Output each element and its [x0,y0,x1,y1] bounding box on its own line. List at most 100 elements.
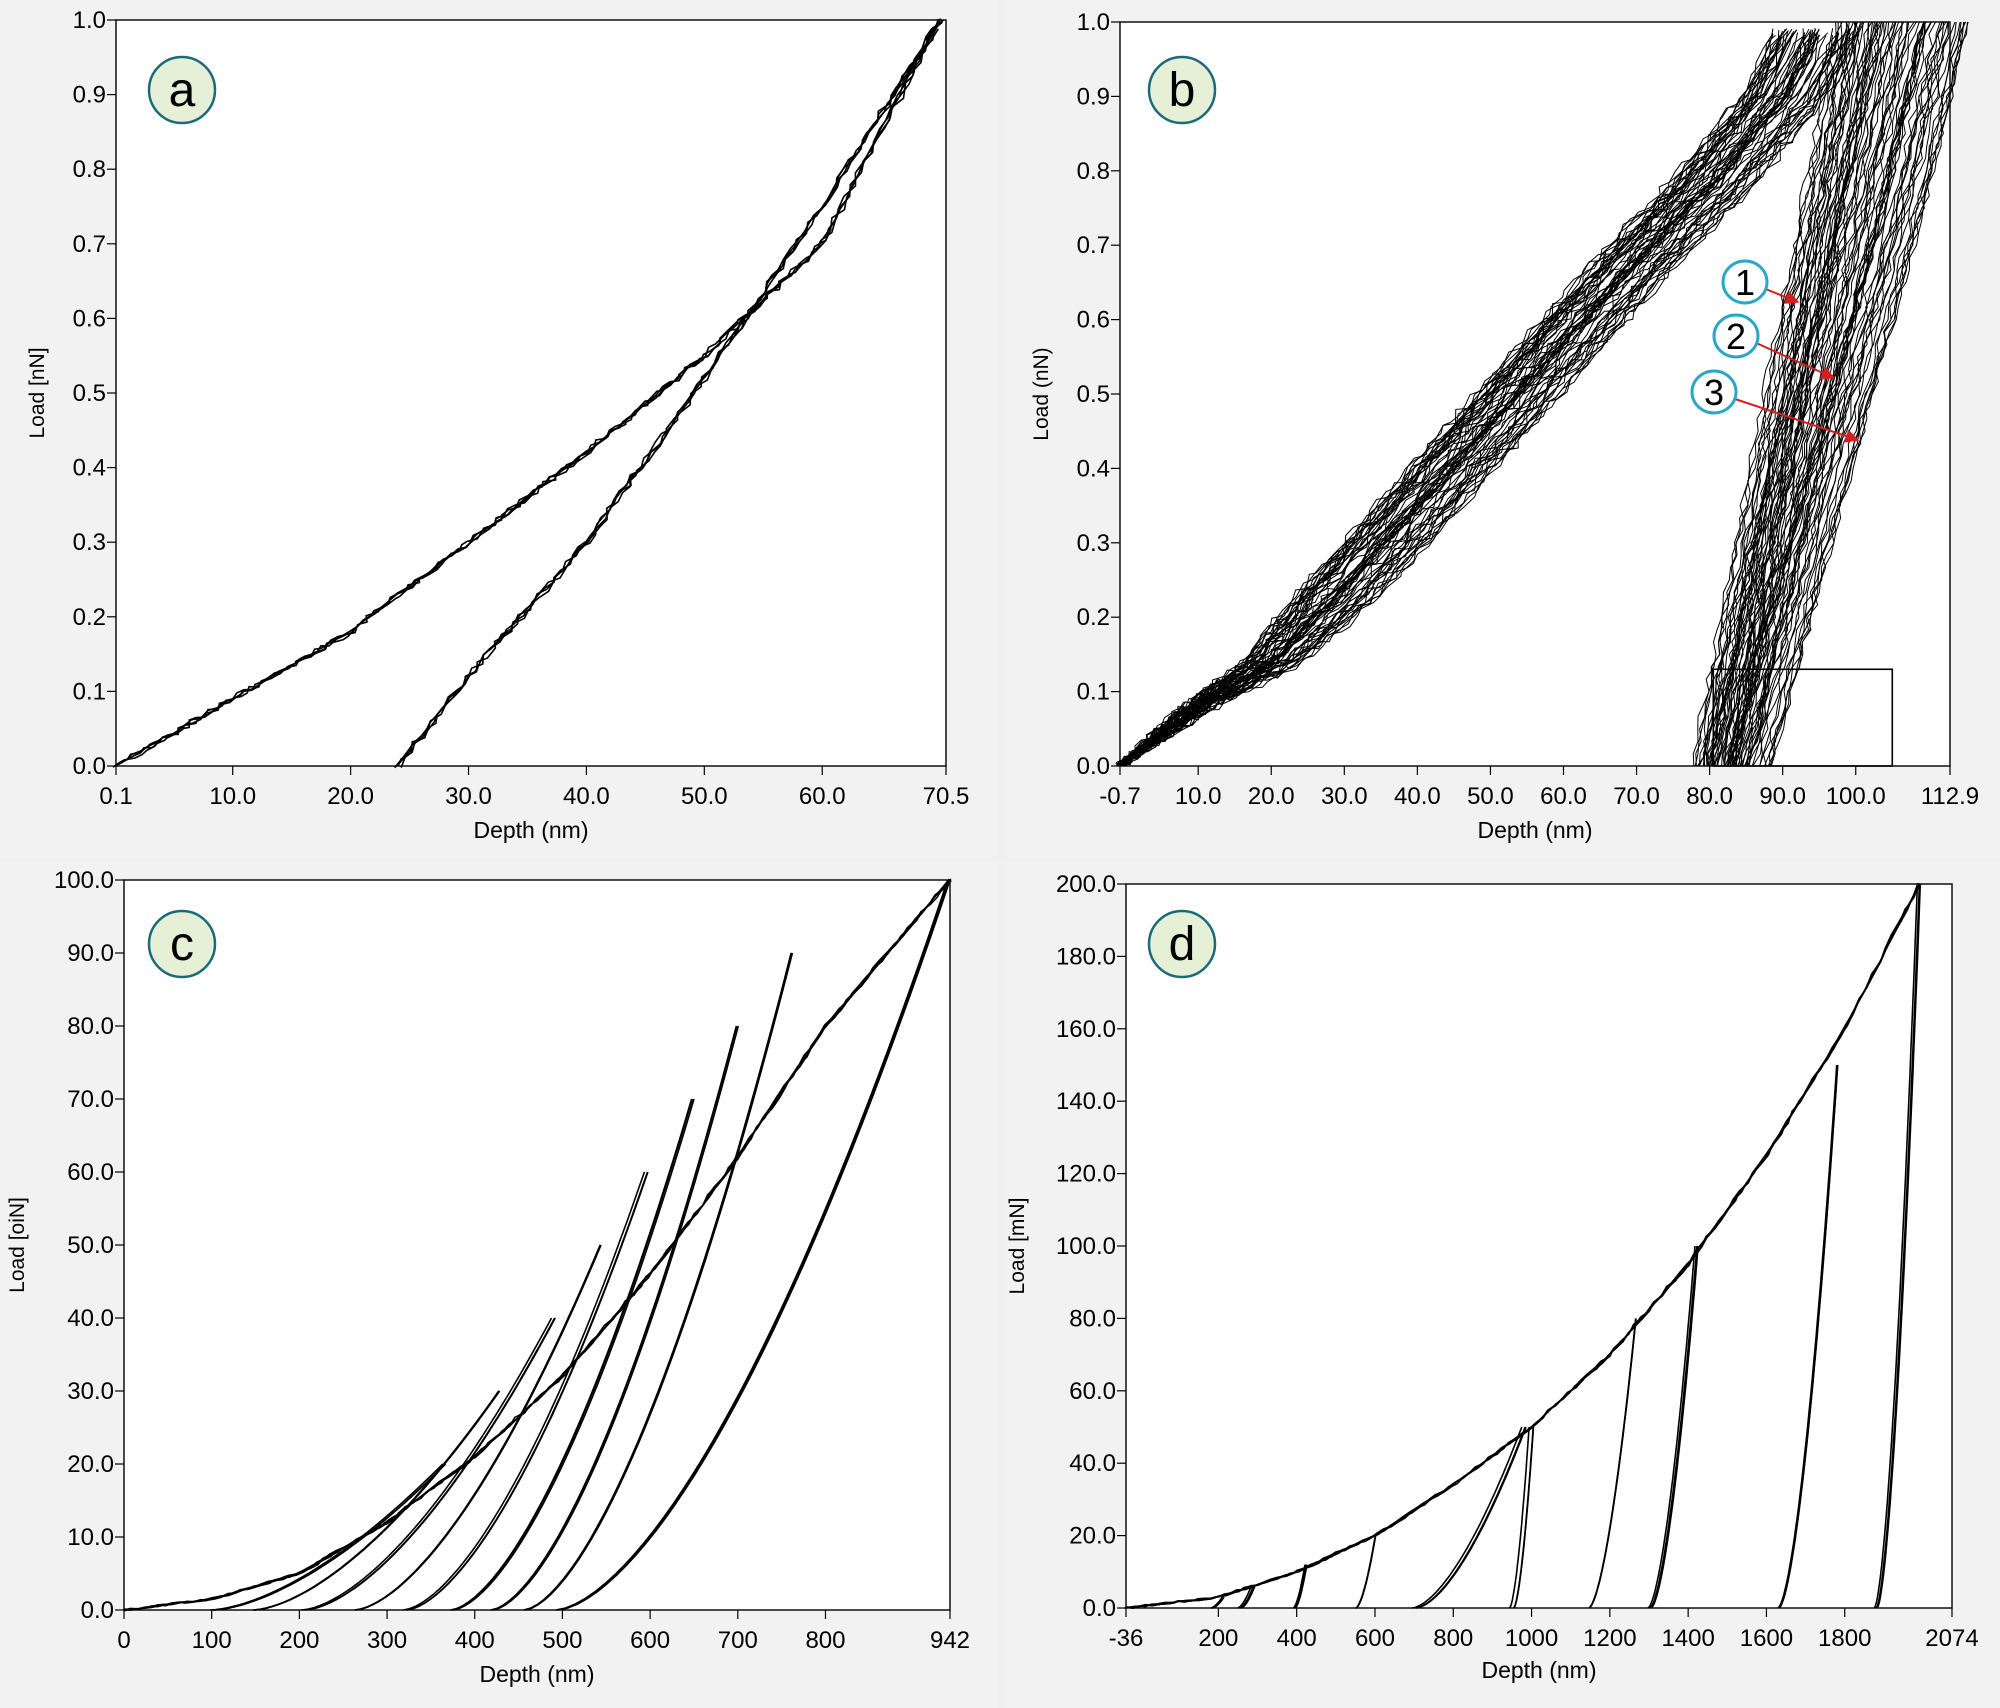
annotation-arrow [1753,341,1836,380]
y-tick-label: 70.0 [67,1086,114,1113]
loading-curve [1121,32,1784,767]
x-tick-label: 2074 [1925,1625,1978,1652]
y-tick-label: 0.3 [73,529,106,556]
y-tick-label: 60.0 [1069,1378,1116,1405]
unloading-curve [1737,21,1917,767]
unloading-curve [1721,21,1897,767]
panel-letter: b [1169,64,1196,117]
unloading-curve [1711,21,1882,767]
y-tick-label: 0.0 [81,1597,114,1624]
unloading-curve [355,1244,602,1611]
unloading-curve [210,1463,444,1611]
panel-b: 0.0 0.1 0.2 0.3 0.4 0.5 0.6 0.7 0.8 0.9 1.0 -0.7 10.… [1030,9,1979,843]
unloading-curve [1293,1564,1307,1609]
x-axis-label: Depth (nm) [473,817,588,843]
y-tick-label: 100.0 [1056,1233,1116,1260]
x-axis-label: Depth (nm) [1481,1657,1596,1683]
unloading-curve [1698,21,1843,767]
x-tick-label: 30.0 [1321,783,1368,810]
x-tick-label: 90.0 [1759,783,1806,810]
annotation-label: 3 [1704,372,1724,413]
plot-area [1125,883,1953,1609]
y-axis-label: Load [mN] [1006,1198,1029,1295]
unloading-curve [1875,883,1921,1609]
unloading-curve [1777,1064,1838,1609]
annotation-arrow [1762,287,1800,304]
unloading-curve [1695,21,1843,767]
unloading-curve [492,1025,740,1611]
unloading-curve [1355,1535,1377,1609]
unloading-curve [1746,21,1949,767]
panel-letter: a [169,64,196,117]
y-tick-label: 10.0 [67,1524,114,1551]
x-tick-label: 100 [192,1627,232,1654]
y-axis-label: Load [oiN] [6,1197,29,1293]
x-tick-label: -36 [1109,1625,1144,1652]
y-tick-label: 40.0 [1069,1450,1116,1477]
x-tick-label: 60.0 [799,783,846,810]
x-tick-label: 1600 [1740,1625,1793,1652]
unloading-curve [1692,21,1837,767]
x-tick-label: 1800 [1818,1625,1871,1652]
panel-d: 0.0 20.0 40.0 60.0 80.0 100.0 120.0 140.0 160.0 1… [1006,871,1979,1683]
y-tick-label: 0.8 [73,156,106,183]
x-tick-label: 700 [718,1627,758,1654]
x-tick-label: 0.1 [99,783,132,810]
y-tick-label: 50.0 [67,1232,114,1259]
unloading-curve [1740,21,1943,767]
annotation-circle [1721,259,1769,305]
unloading-curve [301,1317,553,1611]
unloading-curve [557,879,951,1611]
x-tick-label: 400 [1277,1625,1317,1652]
y-tick-label: 0.5 [1077,381,1110,408]
y-axis-label: Load [nN] [26,347,49,438]
y-tick-label: 0.6 [1077,307,1110,334]
unloading-curve [1762,21,1961,767]
loading-curve [1121,32,1839,767]
unloading-curve [1876,883,1922,1609]
unloading-curve [1778,1064,1839,1609]
annotation-circle [1712,313,1760,359]
y-tick-label: 0.1 [73,678,106,705]
unloading-curve [1732,21,1932,767]
x-tick-label: 500 [542,1627,582,1654]
x-tick-label: 1200 [1583,1625,1636,1652]
y-tick-label: 0.0 [73,753,106,780]
x-tick-label: 200 [279,1627,319,1654]
unloading-curve [1873,883,1919,1609]
x-tick-label: 70.0 [1613,783,1660,810]
y-tick-label: 40.0 [67,1305,114,1332]
x-axis-label: Depth (nm) [479,1661,594,1687]
unloading-curve [1696,21,1878,767]
data-series [1115,21,1969,767]
y-tick-label: 140.0 [1056,1088,1116,1115]
loading-curve [123,878,950,1611]
y-tick-label: 0.6 [73,305,106,332]
unloading-curve [1294,1564,1308,1609]
annotation-circle [1690,369,1738,415]
y-tick-label: 0.2 [73,604,106,631]
unloading-curve [1729,21,1903,767]
unloading-curve [1751,21,1950,767]
x-tick-label: 50.0 [1467,783,1514,810]
y-tick-label: 90.0 [67,940,114,967]
unloading-curve [1767,21,1967,767]
y-tick-label: 200.0 [1056,871,1116,898]
unloading-curve [1748,21,1945,767]
x-tick-label: 200 [1198,1625,1238,1652]
loading-curve [1119,27,1860,767]
chart-panels: 0.00.10.20.30.40.50.60.70.80.91.00.1 10.0… [6,7,1979,1687]
series-line [112,27,935,768]
y-tick-label: 0.4 [73,455,106,482]
unloading-curve [1588,1318,1637,1609]
y-tick-label: 0.9 [1077,83,1110,110]
y-tick-label: 1.0 [73,7,106,34]
y-tick-label: 80.0 [67,1013,114,1040]
unloading-curve [1752,21,1956,767]
bottom-box [1712,668,1894,767]
x-tick-label: 20.0 [327,783,374,810]
loading-curve [1119,29,1820,767]
x-tick-label: 80.0 [1686,783,1733,810]
panel-letter-badge [147,55,217,125]
